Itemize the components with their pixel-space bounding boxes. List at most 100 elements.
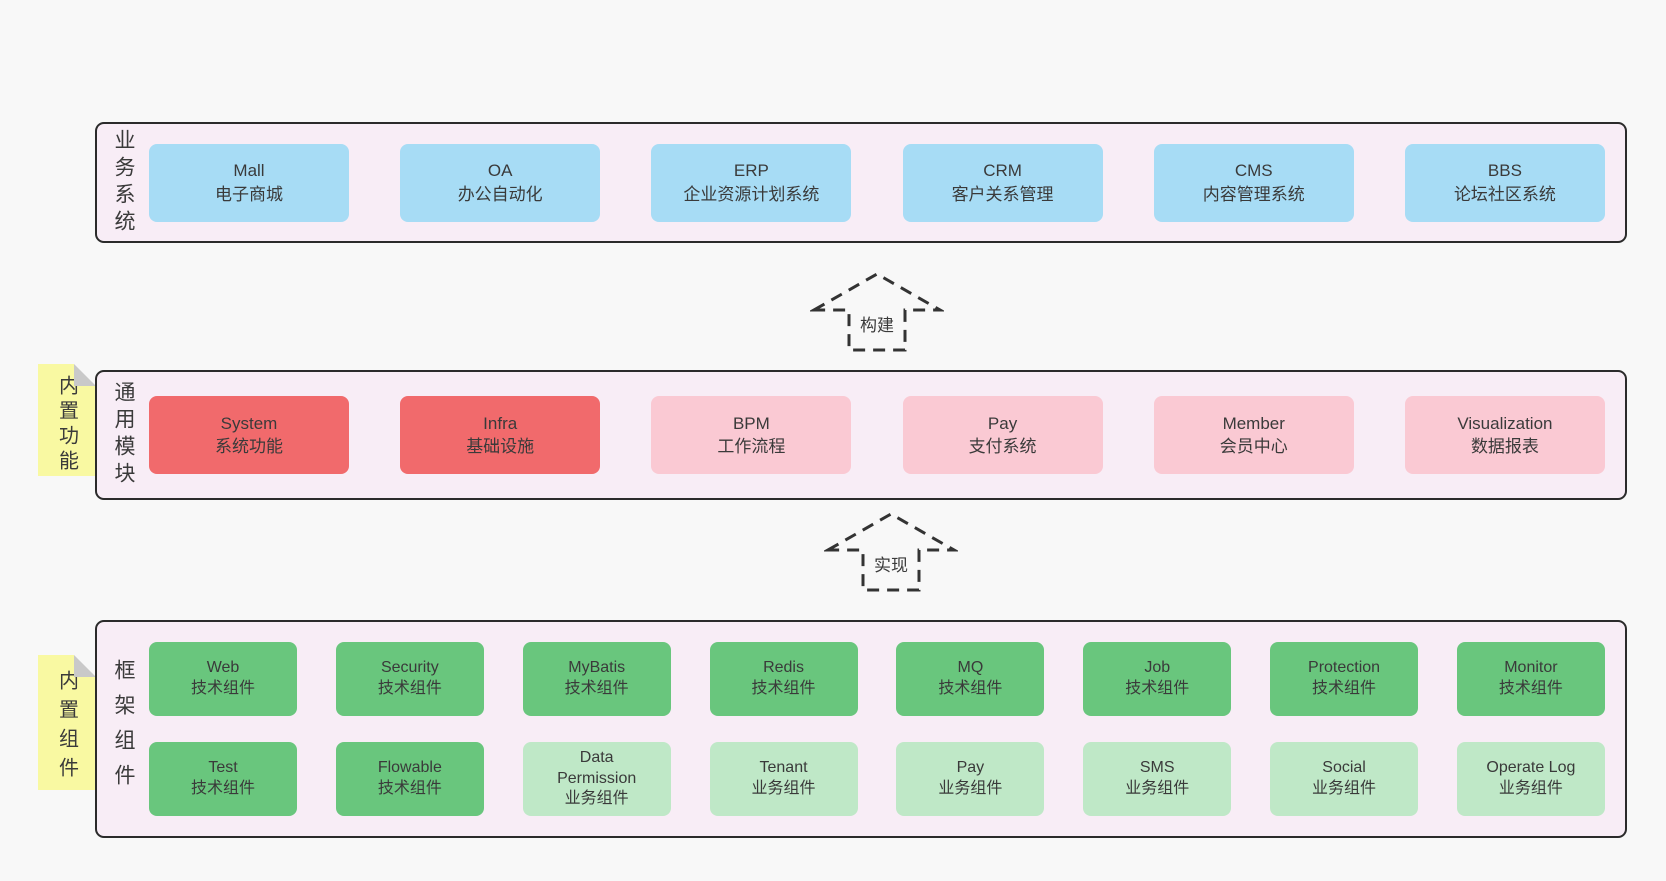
box-title: Mall: [233, 161, 265, 181]
box-redis: Redis 技术组件: [709, 642, 858, 716]
box-title: MQ: [957, 659, 984, 677]
box-subtitle: 数据报表: [1470, 437, 1539, 456]
box-title: Protection: [1308, 659, 1381, 677]
box-title: Web: [206, 659, 240, 677]
box-title: SMS: [1139, 759, 1175, 777]
common-modules-label: 通用模块: [112, 381, 135, 489]
box-subtitle: 技术组件: [190, 680, 255, 697]
box-subtitle: 内容管理系统: [1202, 184, 1305, 204]
box-subtitle: 基础设施: [466, 437, 535, 456]
box-title: BBS: [1487, 161, 1522, 181]
box-subtitle: 业务组件: [1125, 780, 1190, 797]
box-title: Pay: [987, 413, 1018, 433]
framework-components-panel: 框架组件 Web 技术组件 Security 技术组件 MyBatis 技术组件…: [95, 620, 1627, 838]
box-title: Data Permission: [557, 748, 637, 787]
box-bpm: BPM 工作流程: [651, 396, 852, 474]
box-subtitle: 业务组件: [1312, 780, 1377, 797]
box-subtitle: 技术组件: [1312, 680, 1377, 697]
box-subtitle: 系统功能: [215, 437, 283, 456]
box-title: Infra: [483, 413, 518, 433]
box-title: Security: [380, 659, 439, 677]
box-pay-system: Pay 支付系统: [902, 396, 1103, 474]
box-title: Visualization: [1457, 413, 1553, 433]
box-system: System 系统功能: [149, 396, 349, 474]
box-tenant: Tenant 业务组件: [709, 742, 858, 816]
box-subtitle: 技术组件: [377, 680, 442, 697]
box-title: Test: [208, 759, 238, 777]
business-systems-panel: 业务系统 Mall 电子商城 OA 办公自动化 ERP 企业资源计划系统 CRM…: [95, 122, 1627, 243]
box-subtitle: 论坛社区系统: [1453, 184, 1556, 204]
box-subtitle: 技术组件: [938, 680, 1003, 697]
box-test: Test 技术组件: [149, 742, 297, 816]
box-subtitle: 技术组件: [751, 680, 816, 697]
box-title: Operate Log: [1486, 759, 1576, 777]
box-title: Tenant: [759, 759, 808, 777]
box-pay-component: Pay 业务组件: [896, 742, 1045, 816]
box-title: Member: [1222, 413, 1285, 433]
box-subtitle: 业务组件: [751, 780, 816, 797]
box-title: Social: [1322, 759, 1366, 777]
framework-components-label: 框架组件: [112, 659, 135, 799]
framework-row-1: Web 技术组件 Security 技术组件 MyBatis 技术组件 Redi…: [149, 642, 1605, 716]
box-subtitle: 支付系统: [968, 437, 1037, 456]
box-bbs: BBS 论坛社区系统: [1404, 143, 1605, 222]
business-systems-label: 业务系统: [112, 128, 135, 237]
box-title: BPM: [732, 413, 770, 433]
box-subtitle: 技术组件: [190, 780, 255, 797]
box-mall: Mall 电子商城: [149, 143, 349, 222]
box-web: Web 技术组件: [149, 642, 297, 716]
box-title: System: [220, 413, 278, 433]
box-sms: SMS 业务组件: [1083, 742, 1232, 816]
framework-components-grid: Web 技术组件 Security 技术组件 MyBatis 技术组件 Redi…: [149, 622, 1625, 836]
box-subtitle: 技术组件: [1498, 680, 1563, 697]
box-member: Member 会员中心: [1153, 396, 1354, 474]
box-title: MyBatis: [568, 659, 626, 677]
box-title: Flowable: [377, 759, 442, 777]
box-cms: CMS 内容管理系统: [1153, 143, 1354, 222]
builtin-features-sticky-label: 内置功能: [55, 375, 78, 475]
dashed-up-arrow-icon: [824, 512, 958, 592]
box-title: OA: [487, 161, 513, 181]
box-title: CRM: [983, 161, 1022, 181]
box-subtitle: 技术组件: [564, 680, 629, 697]
box-subtitle: 工作流程: [717, 437, 786, 456]
framework-row-2: Test 技术组件 Flowable 技术组件 Data Permission …: [149, 742, 1605, 816]
box-title: CMS: [1234, 161, 1273, 181]
box-security: Security 技术组件: [335, 642, 484, 716]
box-subtitle: 企业资源计划系统: [683, 184, 820, 204]
box-social: Social 业务组件: [1270, 742, 1419, 816]
box-mybatis: MyBatis 技术组件: [522, 642, 671, 716]
box-subtitle: 业务组件: [1498, 780, 1563, 797]
box-visualization: Visualization 数据报表: [1404, 396, 1605, 474]
box-mq: MQ 技术组件: [896, 642, 1045, 716]
builtin-components-sticky: 内置组件: [38, 655, 96, 790]
box-operate-log: Operate Log 业务组件: [1456, 742, 1605, 816]
box-flowable: Flowable 技术组件: [335, 742, 484, 816]
box-title: Job: [1144, 659, 1171, 677]
implement-arrow: 实现: [824, 510, 958, 594]
build-arrow: 构建: [810, 270, 944, 354]
box-erp: ERP 企业资源计划系统: [651, 143, 852, 222]
implement-arrow-label: 实现: [869, 551, 913, 576]
box-title: ERP: [733, 161, 769, 181]
common-modules-panel: 通用模块 System 系统功能 Infra 基础设施 BPM 工作流程 Pay…: [95, 370, 1627, 500]
box-title: Pay: [956, 759, 985, 777]
box-subtitle: 技术组件: [377, 780, 442, 797]
builtin-components-sticky-label: 内置组件: [55, 669, 78, 786]
box-subtitle: 客户关系管理: [951, 184, 1054, 204]
box-subtitle: 业务组件: [564, 790, 629, 808]
box-subtitle: 办公自动化: [457, 184, 543, 204]
common-modules-boxes: System 系统功能 Infra 基础设施 BPM 工作流程 Pay 支付系统…: [149, 372, 1625, 498]
box-infra: Infra 基础设施: [400, 396, 601, 474]
box-title: Monitor: [1504, 659, 1558, 677]
dashed-up-arrow-icon: [810, 272, 944, 352]
box-subtitle: 电子商城: [215, 184, 283, 204]
box-title: Redis: [763, 659, 804, 677]
box-job: Job 技术组件: [1083, 642, 1232, 716]
box-subtitle: 业务组件: [938, 780, 1003, 797]
box-protection: Protection 技术组件: [1270, 642, 1419, 716]
box-oa: OA 办公自动化: [400, 143, 601, 222]
box-subtitle: 技术组件: [1125, 680, 1190, 697]
box-data-permission: Data Permission 业务组件: [522, 742, 671, 816]
